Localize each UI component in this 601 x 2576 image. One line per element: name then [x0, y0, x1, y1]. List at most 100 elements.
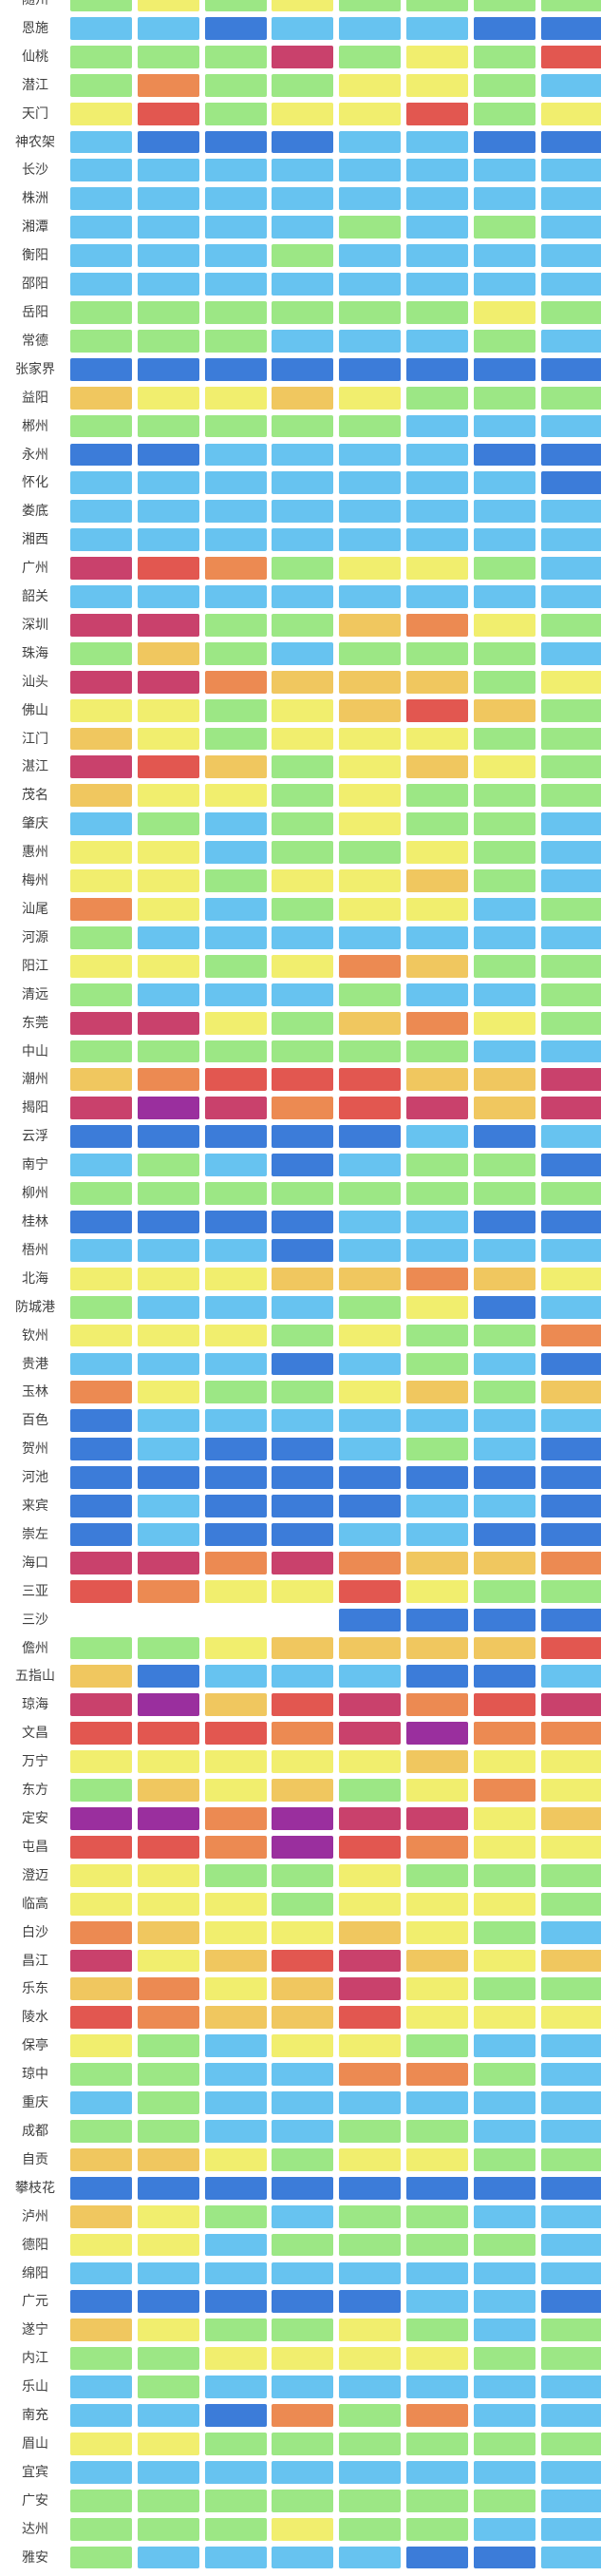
heatmap-cell[interactable] — [473, 2347, 535, 2371]
heatmap-cell[interactable] — [339, 2404, 402, 2427]
heatmap-cell[interactable] — [70, 45, 132, 68]
heatmap-cell[interactable] — [137, 1466, 199, 1490]
heatmap-cell[interactable] — [473, 471, 535, 495]
heatmap-cell[interactable] — [204, 443, 267, 467]
heatmap-cell[interactable] — [137, 16, 199, 40]
heatmap-cell[interactable] — [540, 1324, 601, 1347]
heatmap-cell[interactable] — [473, 16, 535, 40]
heatmap-cell[interactable] — [70, 784, 132, 808]
heatmap-cell[interactable] — [272, 471, 334, 495]
heatmap-cell[interactable] — [70, 869, 132, 892]
heatmap-cell[interactable] — [70, 2261, 132, 2285]
heatmap-cell[interactable] — [339, 0, 402, 11]
heatmap-cell[interactable] — [272, 727, 334, 751]
heatmap-cell[interactable] — [406, 1522, 469, 1546]
heatmap-cell[interactable] — [70, 2147, 132, 2171]
heatmap-cell[interactable] — [540, 1381, 601, 1404]
heatmap-cell[interactable] — [540, 1579, 601, 1603]
heatmap-cell[interactable] — [137, 500, 199, 524]
heatmap-cell[interactable] — [70, 2376, 132, 2399]
heatmap-cell[interactable] — [339, 16, 402, 40]
heatmap-cell[interactable] — [540, 1154, 601, 1177]
heatmap-cell[interactable] — [137, 130, 199, 154]
heatmap-cell[interactable] — [473, 1779, 535, 1802]
heatmap-cell[interactable] — [339, 1295, 402, 1319]
heatmap-cell[interactable] — [473, 130, 535, 154]
heatmap-cell[interactable] — [406, 1381, 469, 1404]
heatmap-cell[interactable] — [137, 2147, 199, 2171]
heatmap-cell[interactable] — [137, 1267, 199, 1290]
heatmap-cell[interactable] — [272, 2034, 334, 2058]
heatmap-cell[interactable] — [540, 471, 601, 495]
heatmap-cell[interactable] — [406, 102, 469, 125]
heatmap-cell[interactable] — [137, 869, 199, 892]
heatmap-cell[interactable] — [70, 2404, 132, 2427]
heatmap-cell[interactable] — [70, 357, 132, 381]
heatmap-cell[interactable] — [406, 1238, 469, 1262]
heatmap-cell[interactable] — [272, 1920, 334, 1944]
heatmap-cell[interactable] — [272, 670, 334, 694]
heatmap-cell[interactable] — [406, 2460, 469, 2484]
heatmap-cell[interactable] — [70, 244, 132, 268]
heatmap-cell[interactable] — [204, 329, 267, 353]
heatmap-cell[interactable] — [70, 557, 132, 581]
heatmap-cell[interactable] — [473, 784, 535, 808]
heatmap-cell[interactable] — [339, 869, 402, 892]
heatmap-cell[interactable] — [137, 273, 199, 296]
heatmap-cell[interactable] — [540, 698, 601, 722]
heatmap-cell[interactable] — [540, 2119, 601, 2143]
heatmap-cell[interactable] — [137, 2318, 199, 2342]
heatmap-cell[interactable] — [540, 1779, 601, 1802]
heatmap-cell[interactable] — [272, 2233, 334, 2257]
heatmap-cell[interactable] — [272, 1779, 334, 1802]
heatmap-cell[interactable] — [339, 1863, 402, 1887]
heatmap-cell[interactable] — [137, 1665, 199, 1689]
heatmap-cell[interactable] — [540, 1352, 601, 1376]
heatmap-cell[interactable] — [339, 1551, 402, 1574]
heatmap-cell[interactable] — [70, 2204, 132, 2228]
heatmap-cell[interactable] — [204, 2233, 267, 2257]
heatmap-cell[interactable] — [540, 414, 601, 438]
heatmap-cell[interactable] — [70, 273, 132, 296]
heatmap-cell[interactable] — [406, 16, 469, 40]
heatmap-cell[interactable] — [204, 244, 267, 268]
heatmap-cell[interactable] — [137, 1522, 199, 1546]
heatmap-cell[interactable] — [70, 1210, 132, 1233]
heatmap-cell[interactable] — [540, 216, 601, 239]
heatmap-cell[interactable] — [204, 1352, 267, 1376]
heatmap-cell[interactable] — [473, 2176, 535, 2200]
heatmap-cell[interactable] — [339, 1381, 402, 1404]
heatmap-cell[interactable] — [70, 1182, 132, 1205]
heatmap-cell[interactable] — [204, 2460, 267, 2484]
heatmap-cell[interactable] — [339, 1182, 402, 1205]
heatmap-cell[interactable] — [339, 784, 402, 808]
heatmap-cell[interactable] — [406, 386, 469, 410]
heatmap-cell[interactable] — [137, 613, 199, 637]
heatmap-cell[interactable] — [540, 500, 601, 524]
heatmap-cell[interactable] — [473, 613, 535, 637]
heatmap-cell[interactable] — [339, 1352, 402, 1376]
heatmap-cell[interactable] — [204, 1011, 267, 1035]
heatmap-cell[interactable] — [406, 1779, 469, 1802]
heatmap-cell[interactable] — [70, 528, 132, 552]
heatmap-cell[interactable] — [540, 2006, 601, 2030]
heatmap-cell[interactable] — [137, 2034, 199, 2058]
heatmap-cell[interactable] — [204, 1636, 267, 1660]
heatmap-cell[interactable] — [339, 1125, 402, 1149]
heatmap-cell[interactable] — [204, 557, 267, 581]
heatmap-cell[interactable] — [406, 1835, 469, 1859]
heatmap-cell[interactable] — [272, 1750, 334, 1774]
heatmap-cell[interactable] — [540, 1693, 601, 1717]
heatmap-cell[interactable] — [473, 2006, 535, 2030]
heatmap-cell[interactable] — [473, 1522, 535, 1546]
heatmap-cell[interactable] — [540, 130, 601, 154]
heatmap-cell[interactable] — [339, 698, 402, 722]
heatmap-cell[interactable] — [406, 1125, 469, 1149]
heatmap-cell[interactable] — [406, 1097, 469, 1120]
heatmap-cell[interactable] — [406, 73, 469, 97]
heatmap-cell[interactable] — [272, 1068, 334, 1092]
heatmap-cell[interactable] — [137, 2404, 199, 2427]
heatmap-cell[interactable] — [339, 1324, 402, 1347]
heatmap-cell[interactable] — [204, 1381, 267, 1404]
heatmap-cell[interactable] — [473, 159, 535, 182]
